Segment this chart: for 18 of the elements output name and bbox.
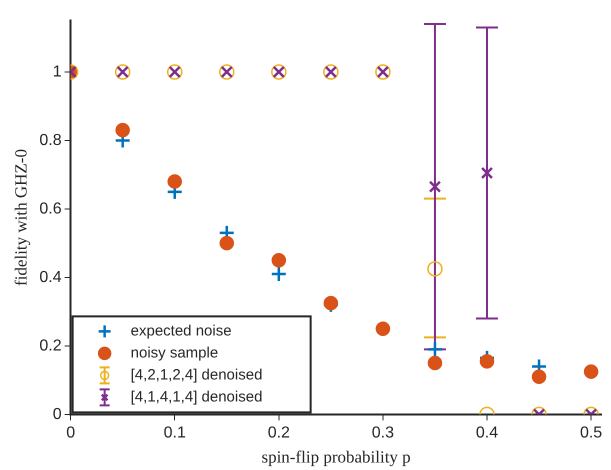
x-tick-label: 0 — [66, 424, 76, 442]
y-tick-label: 0.4 — [39, 268, 62, 286]
legend-label: [4,2,1,2,4] denoised — [130, 366, 262, 384]
x-tick-label: 0.2 — [268, 424, 290, 442]
legend-label: expected noise — [130, 322, 232, 340]
y-axis-title: fidelity with GHZ-0 — [12, 149, 31, 286]
y-tick-label: 0.6 — [39, 200, 62, 218]
y-tick-label: 1 — [52, 63, 62, 80]
y-tick-label: 0.2 — [39, 337, 62, 354]
x-tick-label: 0.1 — [164, 424, 186, 442]
legend-label: noisy sample — [130, 344, 218, 362]
y-tick-label: 0 — [52, 406, 62, 423]
x-tick-label: 0.5 — [580, 424, 602, 442]
x-tick-label: 0.4 — [476, 424, 498, 442]
x-tick-label: 0.3 — [372, 424, 394, 442]
y-tick-label: 0.8 — [39, 132, 62, 149]
x-axis-title: spin-flip probability p — [261, 447, 411, 466]
legend-label: [4,1,4,1,4] denoised — [130, 388, 262, 406]
